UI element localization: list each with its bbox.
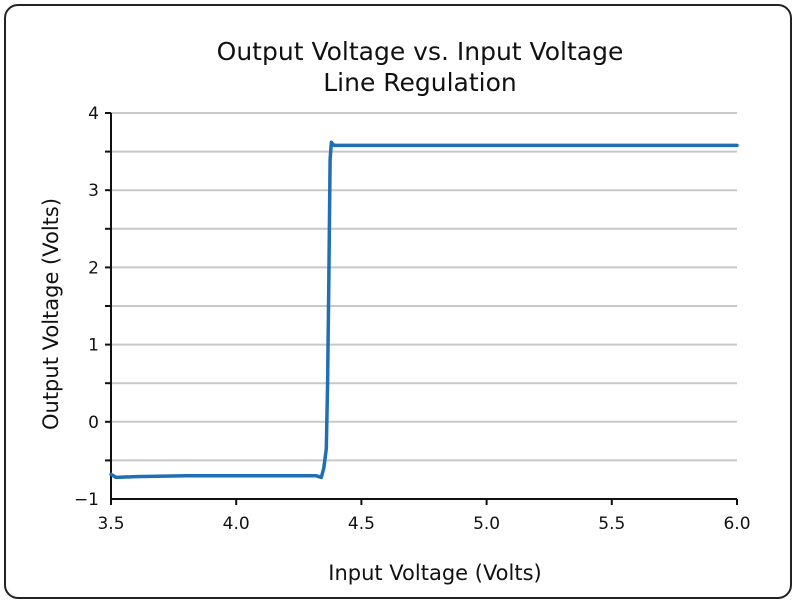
chart-subtitle: Line Regulation xyxy=(323,68,517,97)
x-tick-label-0: 3.5 xyxy=(97,514,124,534)
x-tick-label-4: 5.5 xyxy=(598,514,625,534)
y-tick-label-5: 4 xyxy=(88,104,99,124)
x-tick-label-1: 4.0 xyxy=(223,514,250,534)
x-tick-label-3: 5.0 xyxy=(473,514,500,534)
tick-labels: 3.5 4.0 4.5 5.0 5.5 6.0 −1 0 1 2 3 4 xyxy=(74,104,751,534)
chart-frame: Output Voltage vs. Input Voltage Line Re… xyxy=(4,4,792,599)
x-tick-label-5: 6.0 xyxy=(723,514,750,534)
y-tick-label-0: −1 xyxy=(74,490,99,510)
y-tick-label-2: 1 xyxy=(88,336,99,356)
y-tick-label-3: 2 xyxy=(88,258,99,278)
series-group xyxy=(109,140,739,480)
x-tick-label-2: 4.5 xyxy=(348,514,375,534)
y-axis-label: Output Voltage (Volts) xyxy=(39,198,63,430)
y-tick-label-4: 3 xyxy=(88,181,99,201)
series-line-0 xyxy=(109,140,739,480)
x-axis-label: Input Voltage (Volts) xyxy=(328,561,541,585)
gridlines xyxy=(111,112,737,462)
chart-title: Output Voltage vs. Input Voltage xyxy=(217,37,624,66)
line-chart: Output Voltage vs. Input Voltage Line Re… xyxy=(39,37,751,585)
axes xyxy=(105,112,738,505)
y-tick-label-1: 0 xyxy=(88,413,99,433)
